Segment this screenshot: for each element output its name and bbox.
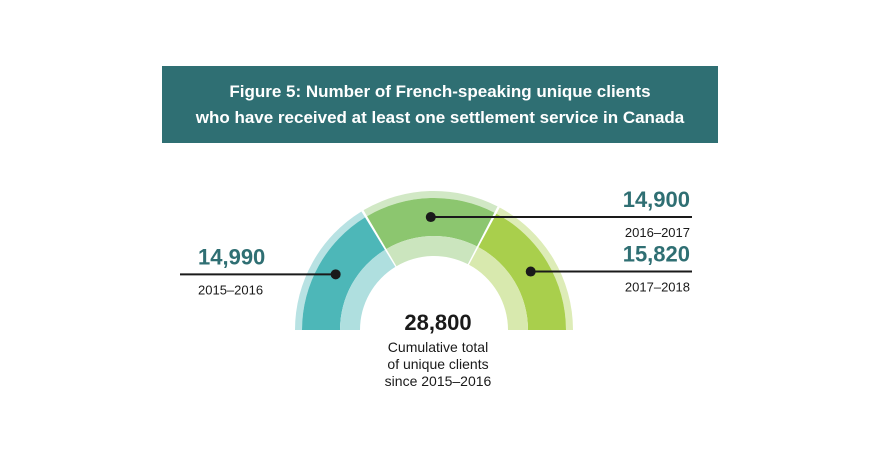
segment-outer-ring <box>496 207 573 330</box>
segment <box>478 213 566 330</box>
segment-inner-ring <box>340 249 396 330</box>
category-label: 2016–2017 <box>625 225 690 240</box>
title-banner: Figure 5: Number of French-speaking uniq… <box>162 66 718 143</box>
data-label: 14,990 <box>198 244 265 269</box>
total-caption: of unique clients <box>387 356 488 372</box>
segment-inner-ring <box>386 236 477 267</box>
category-label: 2017–2018 <box>625 280 690 295</box>
segment-outer-ring <box>295 211 366 330</box>
callout-dot <box>425 212 436 223</box>
data-label: 14,900 <box>623 187 690 212</box>
category-label: 2015–2016 <box>198 282 263 297</box>
data-label: 15,820 <box>623 242 690 267</box>
segment-inner-ring <box>468 247 528 330</box>
segment <box>367 198 495 249</box>
callout-dot <box>330 269 341 280</box>
chart-title-line-2: who have received at least one settlemen… <box>195 107 685 127</box>
total-caption: Cumulative total <box>388 339 488 355</box>
total-value: 28,800 <box>404 310 471 335</box>
segment <box>302 217 385 330</box>
callout-dot <box>525 266 536 277</box>
total-caption: since 2015–2016 <box>385 373 492 389</box>
chart-title-line-1: Figure 5: Number of French-speaking uniq… <box>229 81 651 101</box>
segment-outer-ring <box>363 190 498 217</box>
